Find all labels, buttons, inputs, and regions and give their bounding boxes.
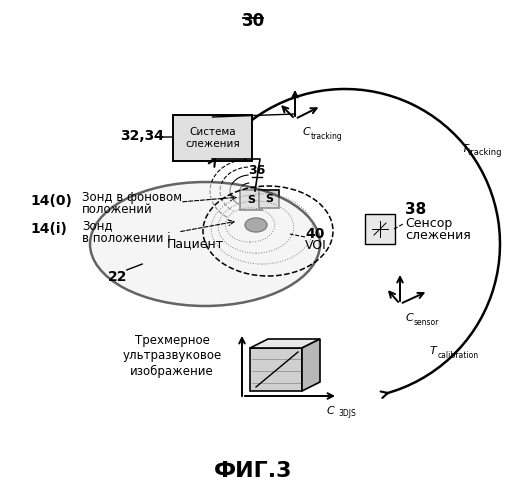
Text: C: C: [303, 127, 311, 137]
Text: 30: 30: [241, 12, 265, 30]
Text: 40: 40: [305, 227, 324, 241]
FancyBboxPatch shape: [365, 214, 395, 244]
Text: Зонд: Зонд: [82, 220, 113, 233]
Text: T: T: [462, 144, 469, 154]
Text: Система
слежения: Система слежения: [185, 127, 240, 149]
Text: положений: положений: [82, 203, 153, 216]
FancyBboxPatch shape: [259, 190, 279, 208]
Text: C: C: [406, 313, 414, 323]
Text: tracking: tracking: [468, 148, 502, 157]
Polygon shape: [302, 339, 320, 391]
Text: в положении i: в положении i: [82, 232, 171, 245]
Text: tracking: tracking: [311, 132, 343, 141]
Text: 3DJS: 3DJS: [338, 409, 356, 418]
Polygon shape: [250, 339, 320, 348]
Text: ФИГ.3: ФИГ.3: [214, 461, 292, 481]
Text: Трехмерное
ультразвуковое
изображение: Трехмерное ультразвуковое изображение: [122, 334, 222, 378]
Polygon shape: [250, 348, 302, 391]
Text: S: S: [247, 195, 255, 205]
Text: 32,34: 32,34: [120, 129, 164, 143]
Text: VOI: VOI: [305, 239, 327, 252]
Text: S: S: [265, 194, 273, 204]
Text: Сенсор: Сенсор: [405, 217, 452, 230]
Text: Пациент: Пациент: [166, 238, 224, 250]
Ellipse shape: [245, 218, 267, 232]
Text: sensor: sensor: [414, 318, 440, 327]
Text: 14(i): 14(i): [30, 222, 67, 236]
FancyBboxPatch shape: [240, 190, 262, 210]
Text: Зонд в фоновом: Зонд в фоновом: [82, 191, 182, 204]
Text: C: C: [326, 406, 334, 416]
Text: calibration: calibration: [438, 351, 479, 360]
Text: 38: 38: [405, 202, 426, 217]
Text: 22: 22: [108, 270, 127, 284]
Text: T: T: [430, 346, 437, 356]
FancyBboxPatch shape: [173, 115, 252, 161]
Text: слежения: слежения: [405, 229, 471, 242]
Text: 14(0): 14(0): [30, 194, 72, 208]
Text: 36: 36: [248, 164, 266, 177]
Ellipse shape: [90, 182, 320, 306]
